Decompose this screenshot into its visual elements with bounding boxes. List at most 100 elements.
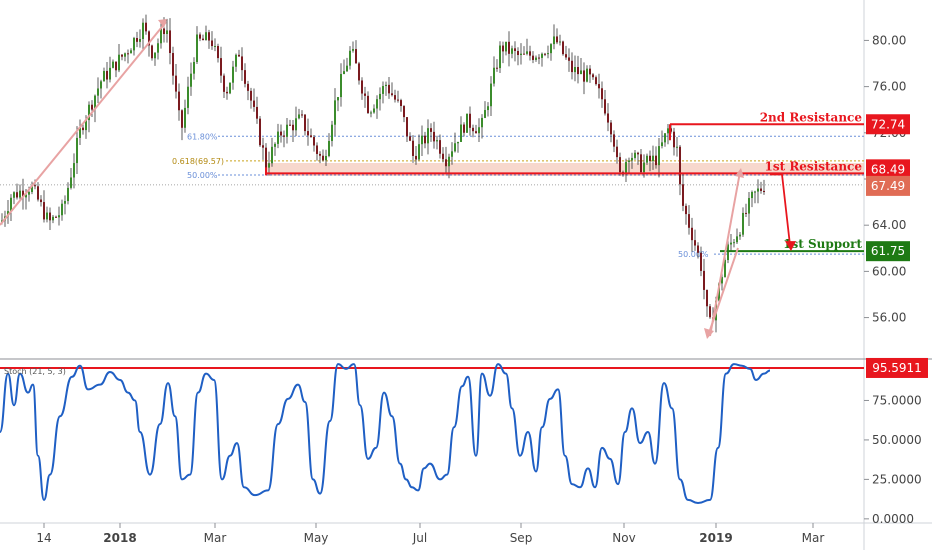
candle-body [418,144,420,160]
candle-body [466,113,468,133]
candle-body [112,61,114,68]
candle-body [697,245,699,253]
candle-body [313,137,315,146]
candle-body [100,81,102,89]
candle-body [241,56,243,71]
candle-body [634,152,636,158]
projection-arrow-up [709,171,741,337]
candle-body [427,128,429,144]
candle-body [547,53,549,55]
candle-body [463,124,465,133]
candle-body [256,106,258,119]
candle-body [274,143,276,147]
candle-body [64,201,66,204]
candle-body [364,93,366,96]
candle-body [460,124,462,142]
candle-body [388,84,390,94]
candle-body [688,214,690,228]
candle-body [592,74,594,78]
stoch-title: Stoch (21, 5, 3) [4,367,66,376]
candle-body [214,45,216,47]
candle-body [379,93,381,100]
candle-body [385,84,387,87]
candle-body [88,104,90,121]
candle-body [565,54,567,58]
price-tick-label: 64.00 [872,218,906,232]
candle-body [601,88,603,100]
candle-body [361,80,363,94]
candle-body [496,67,498,69]
candle-body [298,114,300,119]
time-ticks: 14 2018 Mar May Jul Sep Nov 2019 Mar [36,523,824,545]
candle-body [106,70,108,80]
candle-body [499,45,501,69]
candle-body [394,95,396,100]
candle-body [325,155,327,161]
time-tick-label: Mar [802,531,825,545]
last-price-badge: 67.49 [871,179,905,193]
candle-body [202,38,204,41]
candle-body [625,162,627,175]
candle-body [535,57,537,60]
candle-body [16,192,18,198]
candle-body [286,124,288,137]
candle-body [727,244,729,261]
candle-body [10,197,12,212]
candle-body [169,30,171,54]
time-tick-label: 2018 [103,531,136,545]
candle-body [130,50,132,54]
candle-body [76,137,78,164]
candle-body [646,155,648,163]
candle-body [583,70,585,82]
candle-body [235,54,237,67]
candle-body [13,192,15,198]
oscillator [0,363,864,505]
candle-body [154,52,156,59]
candle-body [487,106,489,111]
candle-body [70,177,72,188]
candle-body [616,146,618,158]
candle-body [328,141,330,156]
candle-body [550,44,552,54]
candle-body [178,91,180,111]
candle-body [397,99,399,101]
candle-body [415,155,417,160]
candle-body [295,118,297,131]
candle-body [250,90,252,101]
candle-body [142,22,144,39]
candle-body [574,67,576,73]
candle-body [238,54,240,57]
candle-body [157,43,159,53]
candle-body [322,155,324,161]
candle-body [649,155,651,162]
candle-body [595,77,597,85]
level-lines [265,123,864,253]
candle-body [46,212,48,220]
candle-body [85,120,87,131]
candle-body [196,34,198,62]
resistance-2-badge: 72.74 [871,117,905,131]
candle-body [55,216,57,218]
candle-body [349,50,351,66]
candle-body [736,236,738,243]
candle-body [556,36,558,43]
candle-body [478,127,480,134]
badges: 72.74 68.49 67.49 61.75 95.5911 [866,114,928,378]
candle-body [538,57,540,59]
candle-body [82,127,84,131]
candle-body [508,41,510,54]
resistance-1-badge-bg [866,159,910,180]
support-1-badge-bg [866,241,910,262]
candle-body [559,41,561,43]
candle-body [118,54,120,71]
candle-body [268,163,270,168]
candle-body [568,57,570,61]
candle-body [544,53,546,55]
osc-tick-label: 50.0000 [872,433,922,447]
time-tick-label: May [304,531,329,545]
candle-body [628,160,630,163]
resistance-1-label: 1st Resistance [765,159,863,173]
candle-body [724,260,726,278]
candle-body [103,70,105,82]
candle-body [79,127,81,138]
